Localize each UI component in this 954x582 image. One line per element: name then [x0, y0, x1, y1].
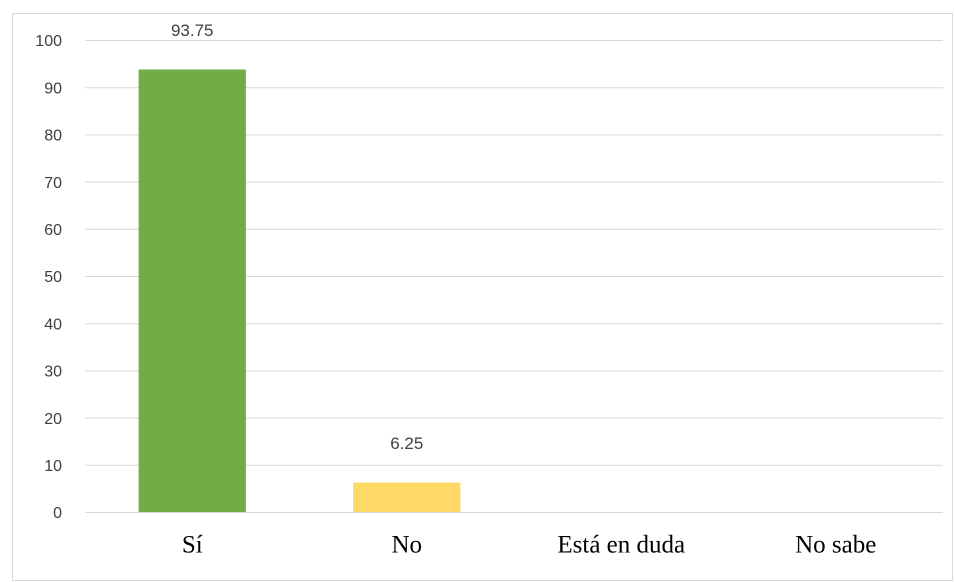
y-tick-label: 20	[44, 411, 62, 428]
y-tick-label: 60	[44, 222, 62, 239]
y-tick-label: 40	[44, 316, 62, 333]
y-tick-label: 100	[35, 33, 62, 50]
y-tick-label: 30	[44, 364, 62, 381]
y-tick-label: 80	[44, 128, 62, 145]
x-tick-label: No	[391, 532, 422, 559]
y-tick-label: 70	[44, 175, 62, 192]
x-tick-label: Está en duda	[557, 532, 685, 559]
y-tick-label: 0	[53, 505, 62, 522]
bar	[353, 482, 461, 512]
y-tick-label: 10	[44, 458, 62, 475]
x-tick-label: Sí	[182, 532, 203, 559]
x-tick-label: No sabe	[795, 532, 876, 559]
bar	[138, 69, 246, 512]
data-label: 93.75	[171, 21, 214, 40]
data-label: 6.25	[390, 434, 423, 453]
chart-frame	[12, 13, 953, 581]
y-tick-label: 50	[44, 269, 62, 286]
y-tick-label: 90	[44, 80, 62, 97]
